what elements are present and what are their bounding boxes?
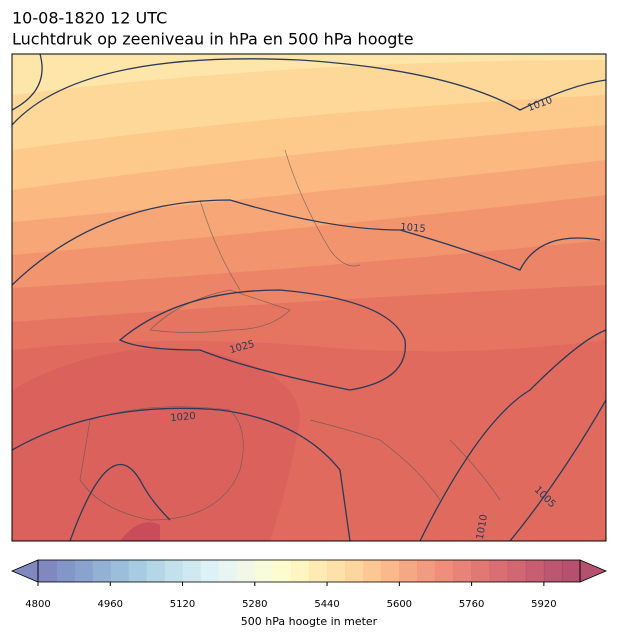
colorbar-swatch [471, 560, 491, 582]
colorbar-swatch [309, 560, 328, 582]
title-line: 10-08-1820 12 UTC [12, 9, 167, 28]
colorbar-swatch [543, 560, 563, 582]
colorbar-tick-label: 5280 [242, 599, 267, 610]
colorbar-tick-label: 5440 [314, 599, 339, 610]
colorbar-tick-label: 5920 [531, 599, 556, 610]
colorbar-swatch [290, 560, 310, 582]
colorbar-frame [37, 559, 581, 583]
colorbar-extend-high [579, 559, 608, 583]
title-line: Luchtdruk op zeeniveau in hPa en 500 hPa… [12, 30, 414, 49]
colorbar-swatch [561, 560, 581, 582]
map [12, 54, 606, 541]
colorbar-swatch [417, 560, 436, 582]
colorbar-swatch [399, 560, 418, 582]
colorbar-swatch [453, 560, 473, 582]
colorbar-tick-label: 5600 [387, 599, 412, 610]
colorbar-swatch [345, 560, 364, 582]
colorbar-swatch [110, 560, 129, 582]
colorbar-swatch [381, 560, 400, 582]
colorbar-swatch [128, 560, 147, 582]
colorbar-swatch [363, 560, 382, 582]
colorbar-swatch [327, 560, 346, 582]
contour-label: 1015 [400, 222, 426, 235]
colorbar-tick-label: 4800 [25, 599, 50, 610]
colorbar-tick-label: 5760 [459, 599, 484, 610]
colorbar-swatch [200, 560, 220, 582]
colorbar-swatch [435, 560, 455, 582]
colorbar-tick-label: 4960 [98, 599, 123, 610]
colorbar-swatch [489, 560, 509, 582]
colorbar-swatch [525, 560, 545, 582]
colorbar-swatch [146, 560, 165, 582]
colorbar-swatch [92, 560, 111, 582]
colorbar-label: 500 hPa hoogte in meter [241, 615, 378, 628]
colorbar-tick-label: 5120 [170, 599, 195, 610]
colorbar-extend-low [10, 559, 39, 583]
colorbar-swatch [74, 560, 93, 582]
map-frame [11, 53, 607, 542]
colorbar-swatch [164, 560, 184, 582]
colorbar-swatch [272, 560, 292, 582]
colorbar-swatch [254, 560, 274, 582]
colorbar-swatch [236, 560, 256, 582]
colorbar-swatch [56, 560, 75, 582]
contour-label: 1020 [170, 411, 196, 424]
contour-label: 1010 [475, 514, 490, 541]
colorbar-swatch [182, 560, 202, 582]
colorbar-swatch [218, 560, 238, 582]
colorbar-swatch [507, 560, 527, 582]
colorbar-swatch [38, 560, 57, 582]
